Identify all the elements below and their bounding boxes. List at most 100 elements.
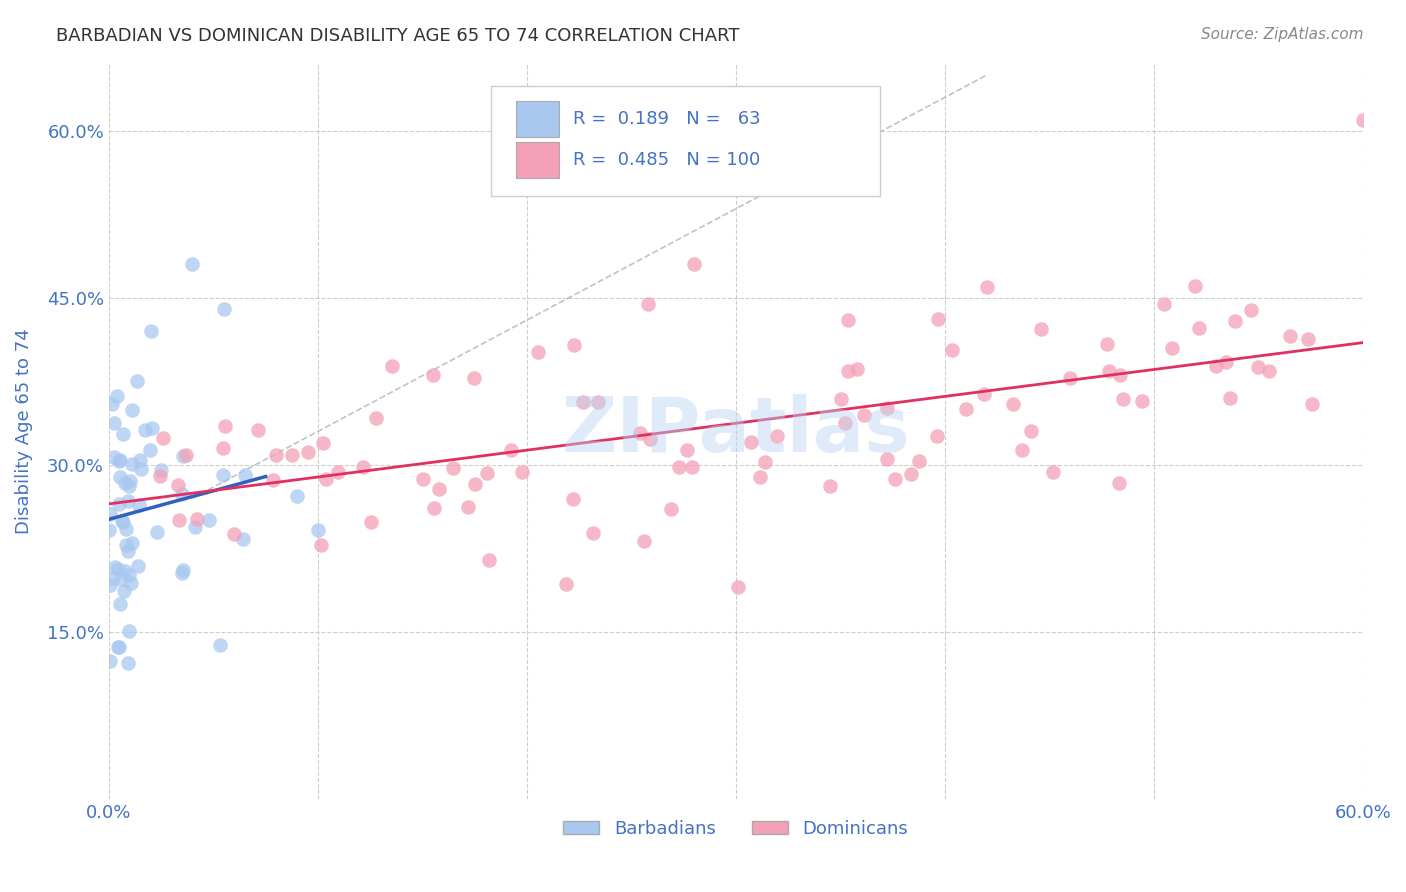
Point <box>118 475 141 489</box>
Point <box>326 465 349 479</box>
Point <box>112 584 135 599</box>
Point <box>128 452 150 467</box>
Point <box>740 434 762 449</box>
Point <box>141 420 163 434</box>
Point <box>131 462 153 476</box>
Point <box>1205 359 1227 374</box>
Point <box>463 371 485 385</box>
Point <box>103 450 125 464</box>
Point <box>281 448 304 462</box>
Point <box>1108 368 1130 382</box>
Point <box>121 536 143 550</box>
Text: BARBADIAN VS DOMINICAN DISABILITY AGE 65 TO 74 CORRELATION CHART: BARBADIAN VS DOMINICAN DISABILITY AGE 65… <box>56 27 740 45</box>
Point <box>108 497 131 511</box>
Point <box>247 423 270 437</box>
Point <box>115 522 138 536</box>
Point <box>683 257 706 271</box>
Point <box>112 516 135 530</box>
Point <box>134 423 156 437</box>
Text: R =  0.189   N =   63: R = 0.189 N = 63 <box>572 111 761 128</box>
Point <box>457 500 479 514</box>
Point <box>198 513 221 527</box>
Point <box>1059 370 1081 384</box>
Point <box>98 523 121 537</box>
Point <box>754 455 776 469</box>
Point <box>117 494 139 508</box>
Y-axis label: Disability Age 65 to 74: Disability Age 65 to 74 <box>15 328 32 534</box>
Point <box>128 499 150 513</box>
Point <box>114 538 136 552</box>
Point <box>927 428 949 442</box>
Point <box>588 394 610 409</box>
Point <box>1215 354 1237 368</box>
Point <box>1278 329 1301 343</box>
Point <box>381 359 404 374</box>
Point <box>311 436 333 450</box>
Point <box>837 313 859 327</box>
Point <box>170 566 193 580</box>
Point <box>146 524 169 539</box>
Point <box>562 338 585 352</box>
Point <box>668 460 690 475</box>
Point <box>1095 336 1118 351</box>
Point <box>477 467 499 481</box>
Point <box>127 559 149 574</box>
Point <box>111 514 134 528</box>
Point <box>111 427 134 442</box>
Point <box>582 526 605 541</box>
Point <box>1002 397 1025 411</box>
Point <box>108 597 131 611</box>
FancyBboxPatch shape <box>516 142 560 178</box>
Point <box>127 374 149 388</box>
Point <box>412 472 434 486</box>
Point <box>211 442 233 456</box>
Point <box>108 469 131 483</box>
Point <box>727 580 749 594</box>
Point <box>1219 391 1241 405</box>
Point <box>309 538 332 552</box>
Point <box>1011 442 1033 457</box>
Point <box>941 343 963 357</box>
FancyBboxPatch shape <box>516 101 560 137</box>
Point <box>139 442 162 457</box>
Point <box>900 467 922 481</box>
Point <box>114 475 136 490</box>
Point <box>360 515 382 529</box>
Point <box>352 460 374 475</box>
Point <box>927 312 949 326</box>
Point <box>114 564 136 578</box>
Point <box>211 468 233 483</box>
Point <box>572 395 595 409</box>
Point <box>1223 314 1246 328</box>
Point <box>174 448 197 462</box>
Point <box>139 324 162 338</box>
Point <box>676 443 699 458</box>
Point <box>186 511 208 525</box>
Point <box>1247 359 1270 374</box>
Point <box>1153 297 1175 311</box>
Point <box>633 533 655 548</box>
Point <box>1240 303 1263 318</box>
Point <box>152 431 174 445</box>
Point <box>749 470 772 484</box>
Point <box>876 401 898 415</box>
Point <box>118 624 141 638</box>
Point <box>172 449 194 463</box>
Point <box>232 533 254 547</box>
Point <box>510 465 533 479</box>
Point <box>117 657 139 671</box>
Point <box>149 468 172 483</box>
Point <box>107 454 129 468</box>
Point <box>837 363 859 377</box>
Point <box>818 479 841 493</box>
Point <box>118 568 141 582</box>
Point <box>1031 322 1053 336</box>
Point <box>640 432 662 446</box>
Point <box>659 501 682 516</box>
Point <box>167 513 190 527</box>
Point <box>307 523 329 537</box>
Point <box>834 417 856 431</box>
Point <box>499 443 522 458</box>
Point <box>100 397 122 411</box>
Point <box>1098 364 1121 378</box>
